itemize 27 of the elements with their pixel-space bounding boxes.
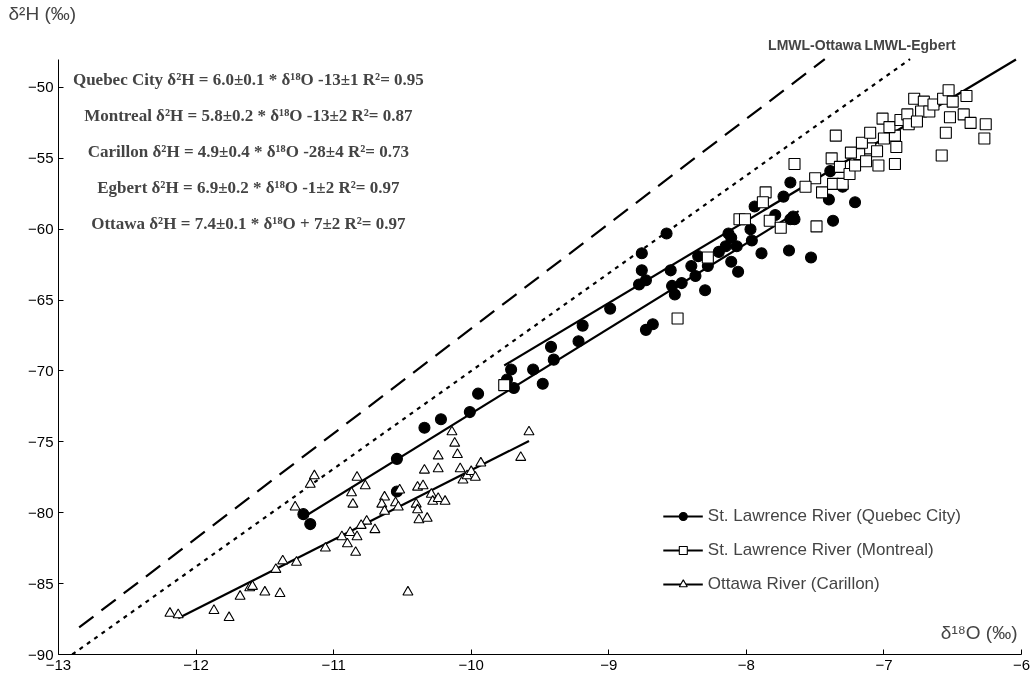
series-label: LMWL-Egbert [864, 37, 956, 54]
x-tick-label: −7 [875, 655, 893, 673]
y-tick-label: −60 [28, 220, 54, 238]
y-tick-label: −65 [28, 291, 54, 309]
legend-label: St. Lawrence River (Quebec City) [707, 506, 961, 526]
y-tick-label: −70 [28, 361, 54, 379]
legend-label: St. Lawrence River (Montreal) [707, 540, 934, 560]
x-tick-label: −9 [600, 655, 618, 673]
annotation: Quebec City δ²H = 6.0±0.1 * δ¹⁸O -13±1 R²= 0.95 [72, 70, 424, 90]
annotation: Egbert δ²H = 6.9±0.2 * δ¹⁸O -1±2 R²= 0.97 [97, 178, 400, 198]
x-axis-title: δ¹⁸O (‰) [940, 621, 1018, 643]
y-tick-label: −85 [28, 574, 54, 592]
y-tick-label: −55 [28, 149, 54, 167]
annotation: Ottawa δ²H = 7.4±0.1 * δ¹⁸O + 7±2 R²= 0.97 [91, 214, 407, 234]
series-label: LMWL-Ottawa [768, 37, 862, 54]
x-tick-label: −6 [1012, 655, 1031, 673]
legend-label: Ottawa River (Carillon) [707, 574, 880, 594]
y-axis-title: δ²H (‰) [8, 2, 77, 24]
x-tick-label: −10 [458, 655, 484, 673]
x-tick-label: −11 [321, 655, 346, 673]
y-tick-label: −80 [28, 503, 54, 521]
x-tick-label: −12 [183, 655, 209, 673]
y-tick-label: −50 [28, 78, 54, 96]
annotation: Carillon δ²H = 4.9±0.4 * δ¹⁸O -28±4 R²= 0.73 [87, 142, 409, 162]
x-tick-label: −8 [737, 655, 755, 673]
annotation: Montreal δ²H = 5.8±0.2 * δ¹⁸O -13±2 R²= 0.87 [84, 106, 414, 126]
y-tick-label: −75 [28, 432, 54, 450]
